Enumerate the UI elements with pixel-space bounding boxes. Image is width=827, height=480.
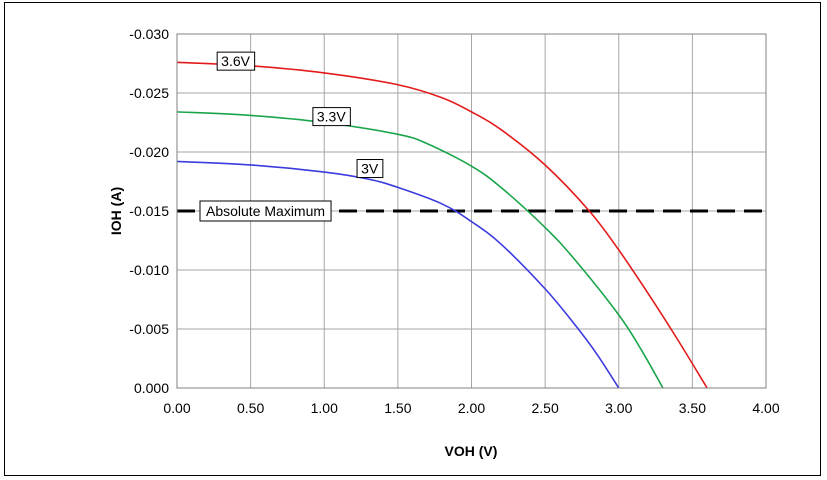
curve-label-text: 3V: [361, 161, 379, 177]
y-tick-label: -0.010: [129, 262, 169, 278]
x-tick-label: 3.00: [605, 400, 632, 416]
absolute-maximum-label: Absolute Maximum: [206, 203, 325, 219]
y-axis-title: IOH (A): [108, 187, 124, 235]
y-tick-label: -0.005: [129, 321, 169, 337]
reference-line-group: Absolute Maximum: [177, 200, 766, 222]
x-tick-label: 3.50: [679, 400, 706, 416]
tick-labels: 0.00 0.50 1.00 1.50 2.00 2.50 3.00 3.50 4.00 0.00…: [129, 26, 780, 416]
curve-label-text: 3.6V: [221, 53, 250, 69]
series-line-3v: [176, 160, 620, 389]
curve-label-box: [312, 107, 351, 127]
series-line-3-6v: [176, 61, 708, 389]
x-tick-label: 4.00: [752, 400, 779, 416]
plot-border: [176, 33, 767, 389]
y-tick-label: -0.025: [129, 85, 169, 101]
series-group: [176, 61, 708, 389]
curve-label-3v: 3V: [356, 159, 384, 179]
x-tick-label: 2.50: [532, 400, 559, 416]
curve-label-text: 3.3V: [317, 109, 346, 125]
x-tick-label: 1.00: [311, 400, 338, 416]
series-line-3-3v: [176, 111, 664, 389]
y-tick-label: 0.000: [134, 380, 169, 396]
curve-label-3-3v: 3.3V: [312, 107, 351, 127]
curve-labels: 3.6V 3.3V 3V: [216, 51, 384, 179]
curve-label-box: [216, 51, 256, 71]
y-tick-label: -0.030: [129, 26, 169, 42]
x-tick-label: 1.50: [384, 400, 411, 416]
curve-label-box: [356, 159, 384, 179]
curve-label-3-6v: 3.6V: [216, 51, 256, 71]
x-axis-title: VOH (V): [445, 443, 498, 459]
x-tick-label: 0.00: [163, 400, 190, 416]
x-tick-label: 2.00: [458, 400, 485, 416]
y-tick-label: -0.015: [129, 203, 169, 219]
y-tick-label: -0.020: [129, 144, 169, 160]
absolute-maximum-label-box: [199, 200, 332, 222]
x-tick-label: 0.50: [237, 400, 264, 416]
